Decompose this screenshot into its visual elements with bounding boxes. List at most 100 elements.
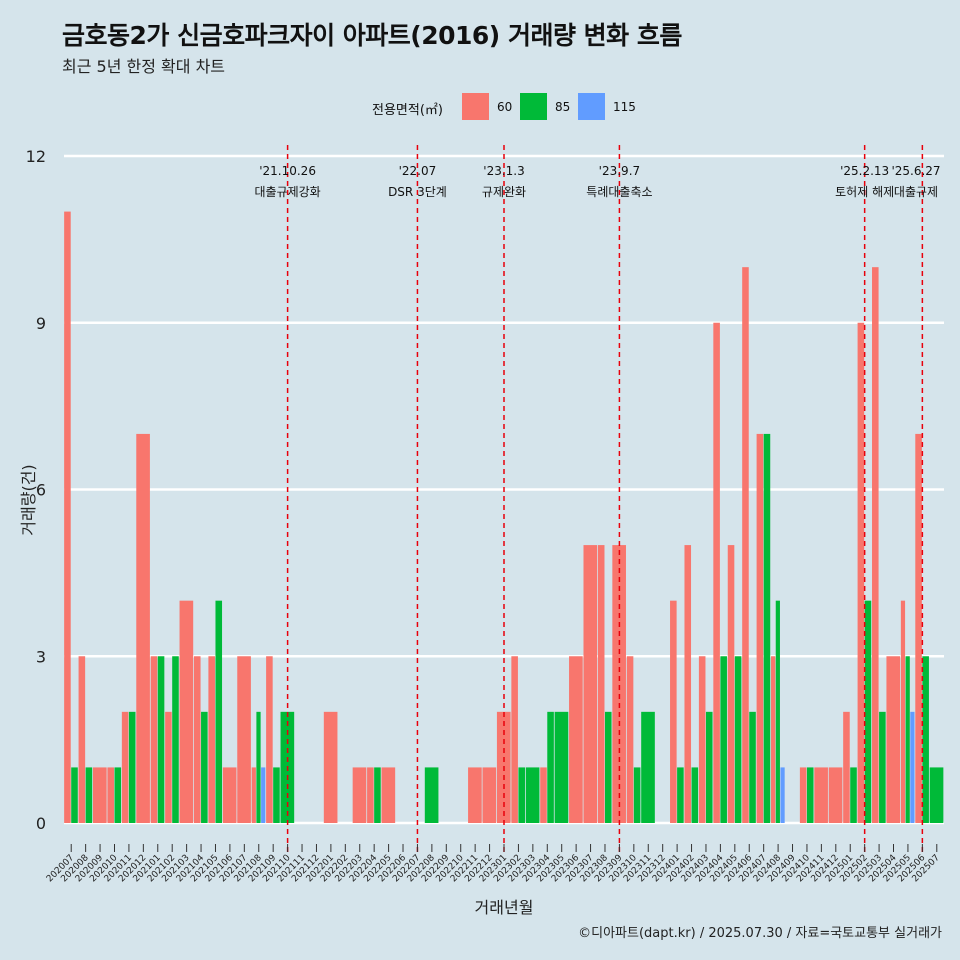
bar-60-202306 xyxy=(569,656,583,823)
bar-60-202505 xyxy=(900,600,906,823)
bar-85-202408 xyxy=(775,600,780,823)
bar-115-202108 xyxy=(261,767,266,823)
bar-85-202308 xyxy=(604,711,612,823)
bar-60-202101 xyxy=(150,656,158,823)
bar-85-202105 xyxy=(215,600,223,823)
event-label: 특례대출축소 xyxy=(586,185,652,199)
bar-60-202402 xyxy=(684,545,692,823)
source-caption: ©디아파트(dapt.kr) / 2025.07.30 / 자료=국토교통부 실… xyxy=(578,926,942,941)
bar-60-202204 xyxy=(367,767,374,823)
bar-60-202008 xyxy=(78,656,86,823)
bar-60-202203 xyxy=(352,767,367,823)
bar-60-202401 xyxy=(670,600,677,823)
bar-85-202402 xyxy=(691,767,699,823)
bar-85-202406 xyxy=(749,711,756,823)
bar-85-202010 xyxy=(114,767,122,823)
bar-60-202108 xyxy=(251,767,256,823)
bar-115-202505 xyxy=(910,711,915,823)
bar-85-202104 xyxy=(201,711,208,823)
bar-60-202211 xyxy=(468,767,482,823)
bar-60-202404 xyxy=(713,322,720,823)
bar-60-202011 xyxy=(121,711,129,823)
bar-85-202310 xyxy=(633,767,641,823)
bar-60-202107 xyxy=(237,656,251,823)
bar-85-202502 xyxy=(864,600,872,823)
bar-60-202304 xyxy=(540,767,547,823)
bar-60-202412 xyxy=(828,767,843,823)
y-tick-label: 12 xyxy=(26,147,46,166)
legend-label-85: 85 xyxy=(555,100,571,114)
bar-60-202501 xyxy=(843,711,850,823)
bar-85-202501 xyxy=(850,767,857,823)
bar-60-202012 xyxy=(136,433,150,823)
bar-60-202308 xyxy=(597,545,605,823)
bar-85-202506 xyxy=(922,656,929,823)
event-label: 대출규제 xyxy=(894,185,938,199)
x-axis-title: 거래년월 xyxy=(475,898,534,917)
y-tick-label: 3 xyxy=(36,647,46,666)
bar-60-202503 xyxy=(872,267,879,824)
chart-title: 금호동2가 신금호파크자이 아파트(2016) 거래량 변화 흐름 xyxy=(62,21,682,50)
bar-60-202010 xyxy=(107,767,114,823)
chart-subtitle: 최근 5년 한정 확대 차트 xyxy=(62,57,226,76)
bar-60-202506 xyxy=(915,433,922,823)
event-date: '25.2.13 xyxy=(840,164,889,178)
bar-60-202007 xyxy=(64,211,71,824)
bar-60-202307 xyxy=(583,545,598,823)
bar-60-202310 xyxy=(626,656,634,823)
bar-85-202011 xyxy=(128,711,136,823)
bar-85-202311 xyxy=(641,711,655,823)
bar-60-202104 xyxy=(193,656,201,823)
event-label: 토허제 해제 xyxy=(835,185,894,199)
event-date: '23.1.3 xyxy=(483,164,524,178)
bar-60-202105 xyxy=(208,656,215,823)
legend-title: 전용면적(㎡) xyxy=(372,103,443,118)
bar-60-202106 xyxy=(222,767,237,823)
event-label: DSR 3단계 xyxy=(388,185,447,199)
legend-label-60: 60 xyxy=(497,100,513,114)
bar-85-202305 xyxy=(554,711,569,823)
bar-60-202212 xyxy=(482,767,497,823)
bar-85-202007 xyxy=(71,767,78,823)
bar-85-202303 xyxy=(525,767,540,823)
bar-60-202407 xyxy=(756,433,764,823)
bar-85-202401 xyxy=(677,767,684,823)
bar-60-202109 xyxy=(266,656,273,823)
event-date: '25.6.27 xyxy=(891,164,940,178)
event-date: '23.9.7 xyxy=(599,164,640,178)
bar-85-202108 xyxy=(256,711,261,823)
bar-85-202102 xyxy=(172,656,179,823)
legend-key-60 xyxy=(462,93,489,120)
bar-85-202304 xyxy=(547,711,554,823)
bar-115-202408 xyxy=(780,767,785,823)
bar-85-202507 xyxy=(929,767,944,823)
bar-60-202411 xyxy=(814,767,828,823)
bar-60-202102 xyxy=(165,711,172,823)
bar-60-202502 xyxy=(857,322,865,823)
bar-85-202503 xyxy=(879,711,886,823)
bar-85-202101 xyxy=(157,656,165,823)
event-label: 규제완화 xyxy=(482,185,526,199)
bar-85-202008 xyxy=(85,767,93,823)
bar-60-202504 xyxy=(886,656,901,823)
bar-60-202406 xyxy=(742,267,749,824)
legend-key-115 xyxy=(578,93,605,120)
bar-85-202410 xyxy=(806,767,814,823)
bar-60-202205 xyxy=(381,767,396,823)
bar-85-202505 xyxy=(905,656,910,823)
bar-60-202103 xyxy=(179,600,194,823)
bar-85-202204 xyxy=(374,767,381,823)
bar-85-202407 xyxy=(763,433,771,823)
bar-85-202404 xyxy=(720,656,727,823)
bar-85-202405 xyxy=(734,656,742,823)
event-date: '22.07 xyxy=(399,164,437,178)
bar-60-202009 xyxy=(92,767,107,823)
bar-60-202410 xyxy=(799,767,807,823)
bar-60-202309 xyxy=(612,545,626,823)
y-tick-label: 9 xyxy=(36,314,46,333)
legend-key-85 xyxy=(520,93,547,120)
y-tick-label: 6 xyxy=(36,481,46,500)
bar-60-202302 xyxy=(511,656,518,823)
bar-85-202302 xyxy=(518,767,525,823)
